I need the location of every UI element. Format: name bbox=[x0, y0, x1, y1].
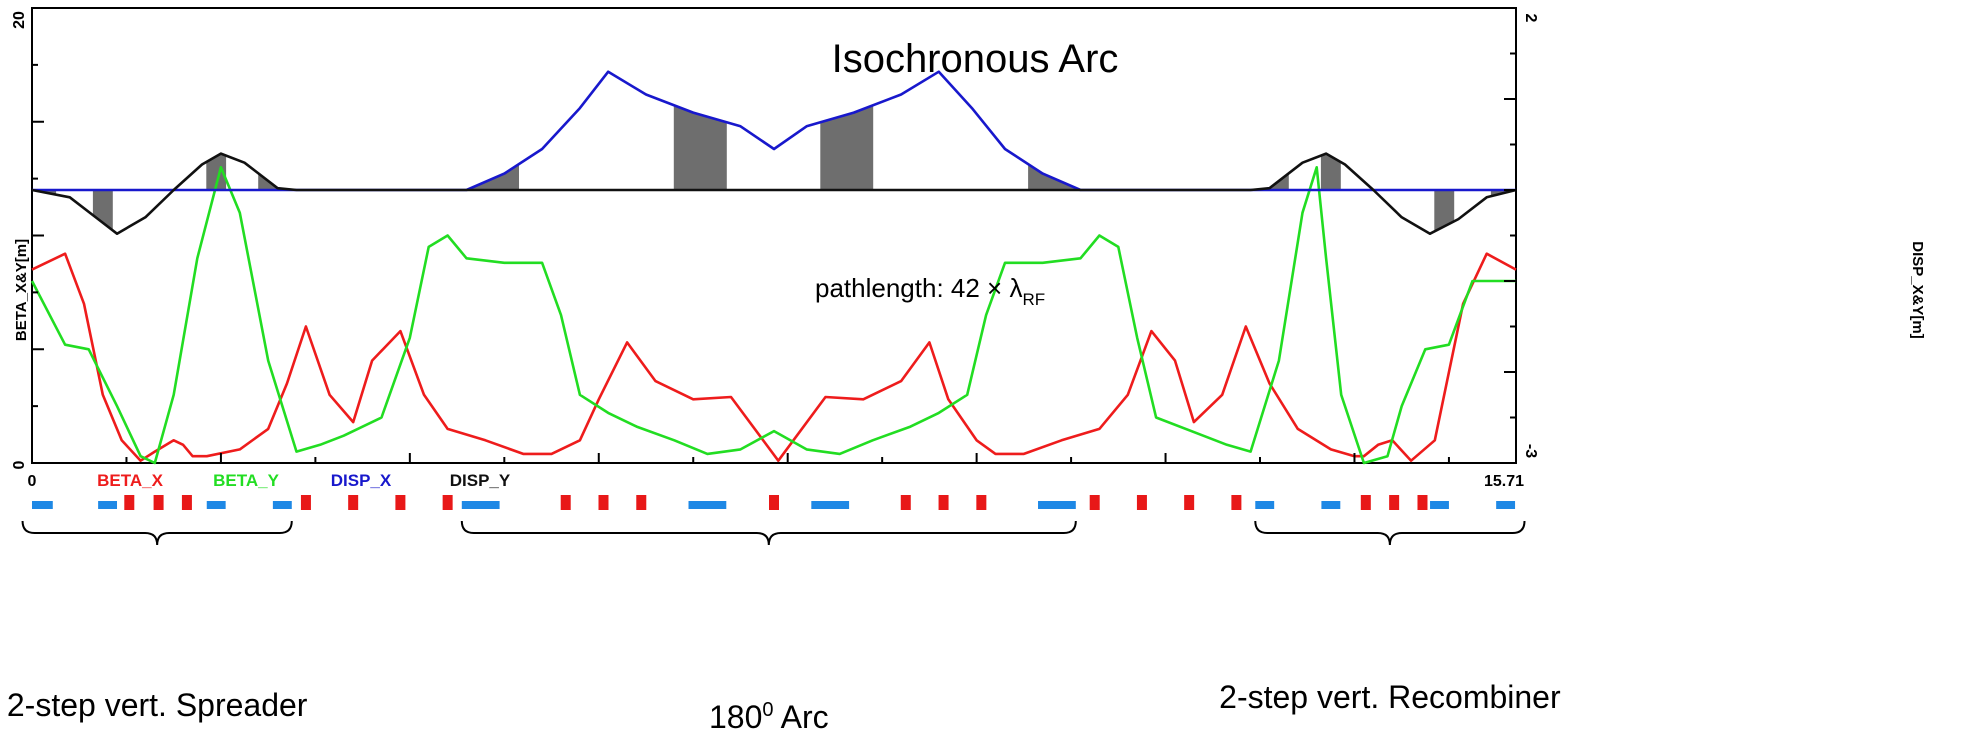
shaded-region-5 bbox=[673, 104, 727, 191]
chart-title: Isochronous Arc bbox=[832, 37, 1119, 81]
x-tick-label-min: 0 bbox=[28, 473, 37, 490]
quadrupole-5 bbox=[395, 495, 406, 510]
dipole-1 bbox=[98, 501, 118, 509]
legend-beta-y: BETA_Y bbox=[213, 471, 279, 490]
quadrupole-6 bbox=[442, 495, 453, 510]
right-tick-label-neg3: -3 bbox=[1522, 444, 1539, 458]
left-tick-label-20: 20 bbox=[11, 11, 28, 29]
dipole-10 bbox=[1430, 501, 1449, 509]
series-lines bbox=[30, 70, 1517, 465]
quadrupole-4 bbox=[348, 495, 359, 510]
plot-frame bbox=[31, 7, 1517, 464]
pathlength-text: pathlength: 42 × λ bbox=[815, 273, 1022, 303]
quadrupole-14 bbox=[1089, 495, 1100, 510]
right-tick-label-2: 2 bbox=[1522, 14, 1539, 23]
shaded-regions bbox=[36, 104, 1511, 233]
section-label-0: 2-step vert. Spreader bbox=[7, 687, 308, 723]
quadrupole-15 bbox=[1136, 495, 1147, 510]
dipole-4 bbox=[461, 501, 500, 509]
dipole-3 bbox=[272, 501, 292, 509]
section-label-superscript: 0 bbox=[762, 699, 773, 721]
series-disp-x bbox=[32, 70, 1516, 192]
dipole-8 bbox=[1255, 501, 1275, 509]
series-disp-y bbox=[31, 152, 1517, 235]
legend-beta-x: BETA_X bbox=[97, 471, 163, 490]
series-beta-x bbox=[31, 252, 1517, 463]
quadrupole-7 bbox=[560, 495, 571, 510]
series-beta-y bbox=[30, 166, 1516, 465]
dipole-2 bbox=[206, 501, 226, 509]
quadrupole-16 bbox=[1184, 495, 1195, 510]
section-label-text: 2-step vert. Recombiner bbox=[1219, 679, 1561, 715]
dipole-7 bbox=[1038, 501, 1076, 509]
quadrupole-3 bbox=[300, 495, 311, 510]
quadrupole-18 bbox=[1360, 495, 1371, 510]
lattice-elements bbox=[32, 495, 1516, 510]
section-label-text: 2-step vert. Spreader bbox=[7, 687, 308, 723]
left-axis-title: BETA_X&Y[m] bbox=[13, 239, 30, 341]
quadrupole-2 bbox=[181, 495, 192, 510]
quadrupole-19 bbox=[1389, 495, 1400, 510]
quadrupole-17 bbox=[1231, 495, 1242, 510]
section-label-1: 1800 Arc bbox=[709, 699, 829, 731]
pathlength-annotation: pathlength: 42 × λRF bbox=[815, 273, 1045, 309]
section-label-2: 2-step vert. Recombiner bbox=[1219, 679, 1561, 715]
quadrupole-20 bbox=[1417, 495, 1428, 510]
left-tick-label-0: 0 bbox=[11, 460, 28, 469]
quadrupole-13 bbox=[976, 495, 987, 510]
shaded-region-6 bbox=[820, 104, 874, 191]
legend-disp-y: DISP_Y bbox=[450, 471, 511, 490]
dipole-9 bbox=[1321, 501, 1341, 509]
section-brace-0 bbox=[21, 520, 293, 546]
section-braces: 2-step vert. Spreader 1800 Arc 2-step vert… bbox=[7, 520, 1561, 731]
pathlength-subscript: RF bbox=[1022, 290, 1045, 309]
section-brace-1 bbox=[460, 520, 1077, 546]
quadrupole-9 bbox=[636, 495, 647, 510]
dipole-6 bbox=[811, 501, 850, 509]
quadrupole-8 bbox=[598, 495, 609, 510]
dipole-5 bbox=[688, 501, 727, 509]
section-brace-2 bbox=[1254, 520, 1526, 546]
quadrupole-1 bbox=[153, 495, 164, 510]
x-tick-label-max: 15.71 bbox=[1484, 473, 1524, 490]
dipole-11 bbox=[1496, 501, 1516, 509]
quadrupole-10 bbox=[769, 495, 779, 510]
quadrupole-12 bbox=[938, 495, 949, 510]
right-axis-title: DISP_X&Y[m] bbox=[1909, 241, 1926, 339]
section-label-suffix: Arc bbox=[773, 699, 828, 731]
quadrupole-0 bbox=[124, 495, 135, 510]
section-label-text: 180 bbox=[709, 699, 762, 731]
legend-disp-x: DISP_X bbox=[331, 471, 392, 490]
dipole-0 bbox=[32, 501, 53, 509]
plot-border bbox=[31, 7, 1517, 464]
quadrupole-11 bbox=[900, 495, 911, 510]
